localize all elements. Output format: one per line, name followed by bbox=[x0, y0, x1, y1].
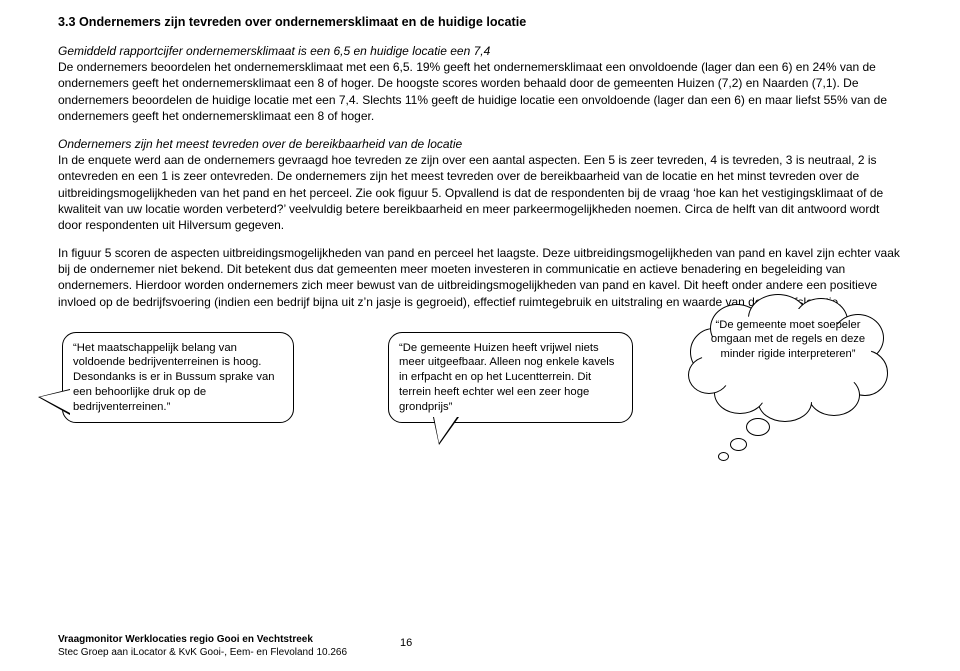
footer-line-1: Vraagmonitor Werklocaties regio Gooi en … bbox=[58, 633, 347, 646]
section-heading: 3.3 Ondernemers zijn tevreden over onder… bbox=[58, 14, 900, 31]
quote-bubble-2: “De gemeente Huizen heeft vrijwel niets … bbox=[388, 332, 633, 423]
speech-tail-icon bbox=[32, 389, 70, 419]
footer-line-2: Stec Groep aan iLocator & KvK Gooi-, Eem… bbox=[58, 646, 347, 659]
paragraph-2-body: In de enquete werd aan de ondernemers ge… bbox=[58, 153, 883, 232]
paragraph-2: Ondernemers zijn het meest tevreden over… bbox=[58, 136, 900, 233]
paragraph-1-body: De ondernemers beoordelen het ondernemer… bbox=[58, 60, 887, 123]
thought-bubble: “De gemeente moet soepeler omgaan met de… bbox=[686, 300, 888, 470]
footer: Vraagmonitor Werklocaties regio Gooi en … bbox=[58, 633, 347, 659]
cloud-shape-icon: “De gemeente moet soepeler omgaan met de… bbox=[686, 300, 888, 412]
quote-bubble-1: “Het maatschappelijk belang van voldoend… bbox=[62, 332, 294, 423]
page-number: 16 bbox=[400, 636, 412, 651]
thought-text: “De gemeente moet soepeler omgaan met de… bbox=[704, 318, 872, 362]
paragraph-1-lead: Gemiddeld rapportcijfer ondernemersklima… bbox=[58, 44, 490, 58]
paragraph-1: Gemiddeld rapportcijfer ondernemersklima… bbox=[58, 43, 900, 124]
paragraph-2-lead: Ondernemers zijn het meest tevreden over… bbox=[58, 137, 462, 151]
quote-2-text: “De gemeente Huizen heeft vrijwel niets … bbox=[399, 342, 614, 413]
speech-tail-icon bbox=[433, 417, 463, 449]
document-page: 3.3 Ondernemers zijn tevreden over onder… bbox=[0, 0, 960, 671]
quotes-row: “Het maatschappelijk belang van voldoend… bbox=[58, 322, 900, 477]
quote-1-text: “Het maatschappelijk belang van voldoend… bbox=[73, 342, 275, 413]
